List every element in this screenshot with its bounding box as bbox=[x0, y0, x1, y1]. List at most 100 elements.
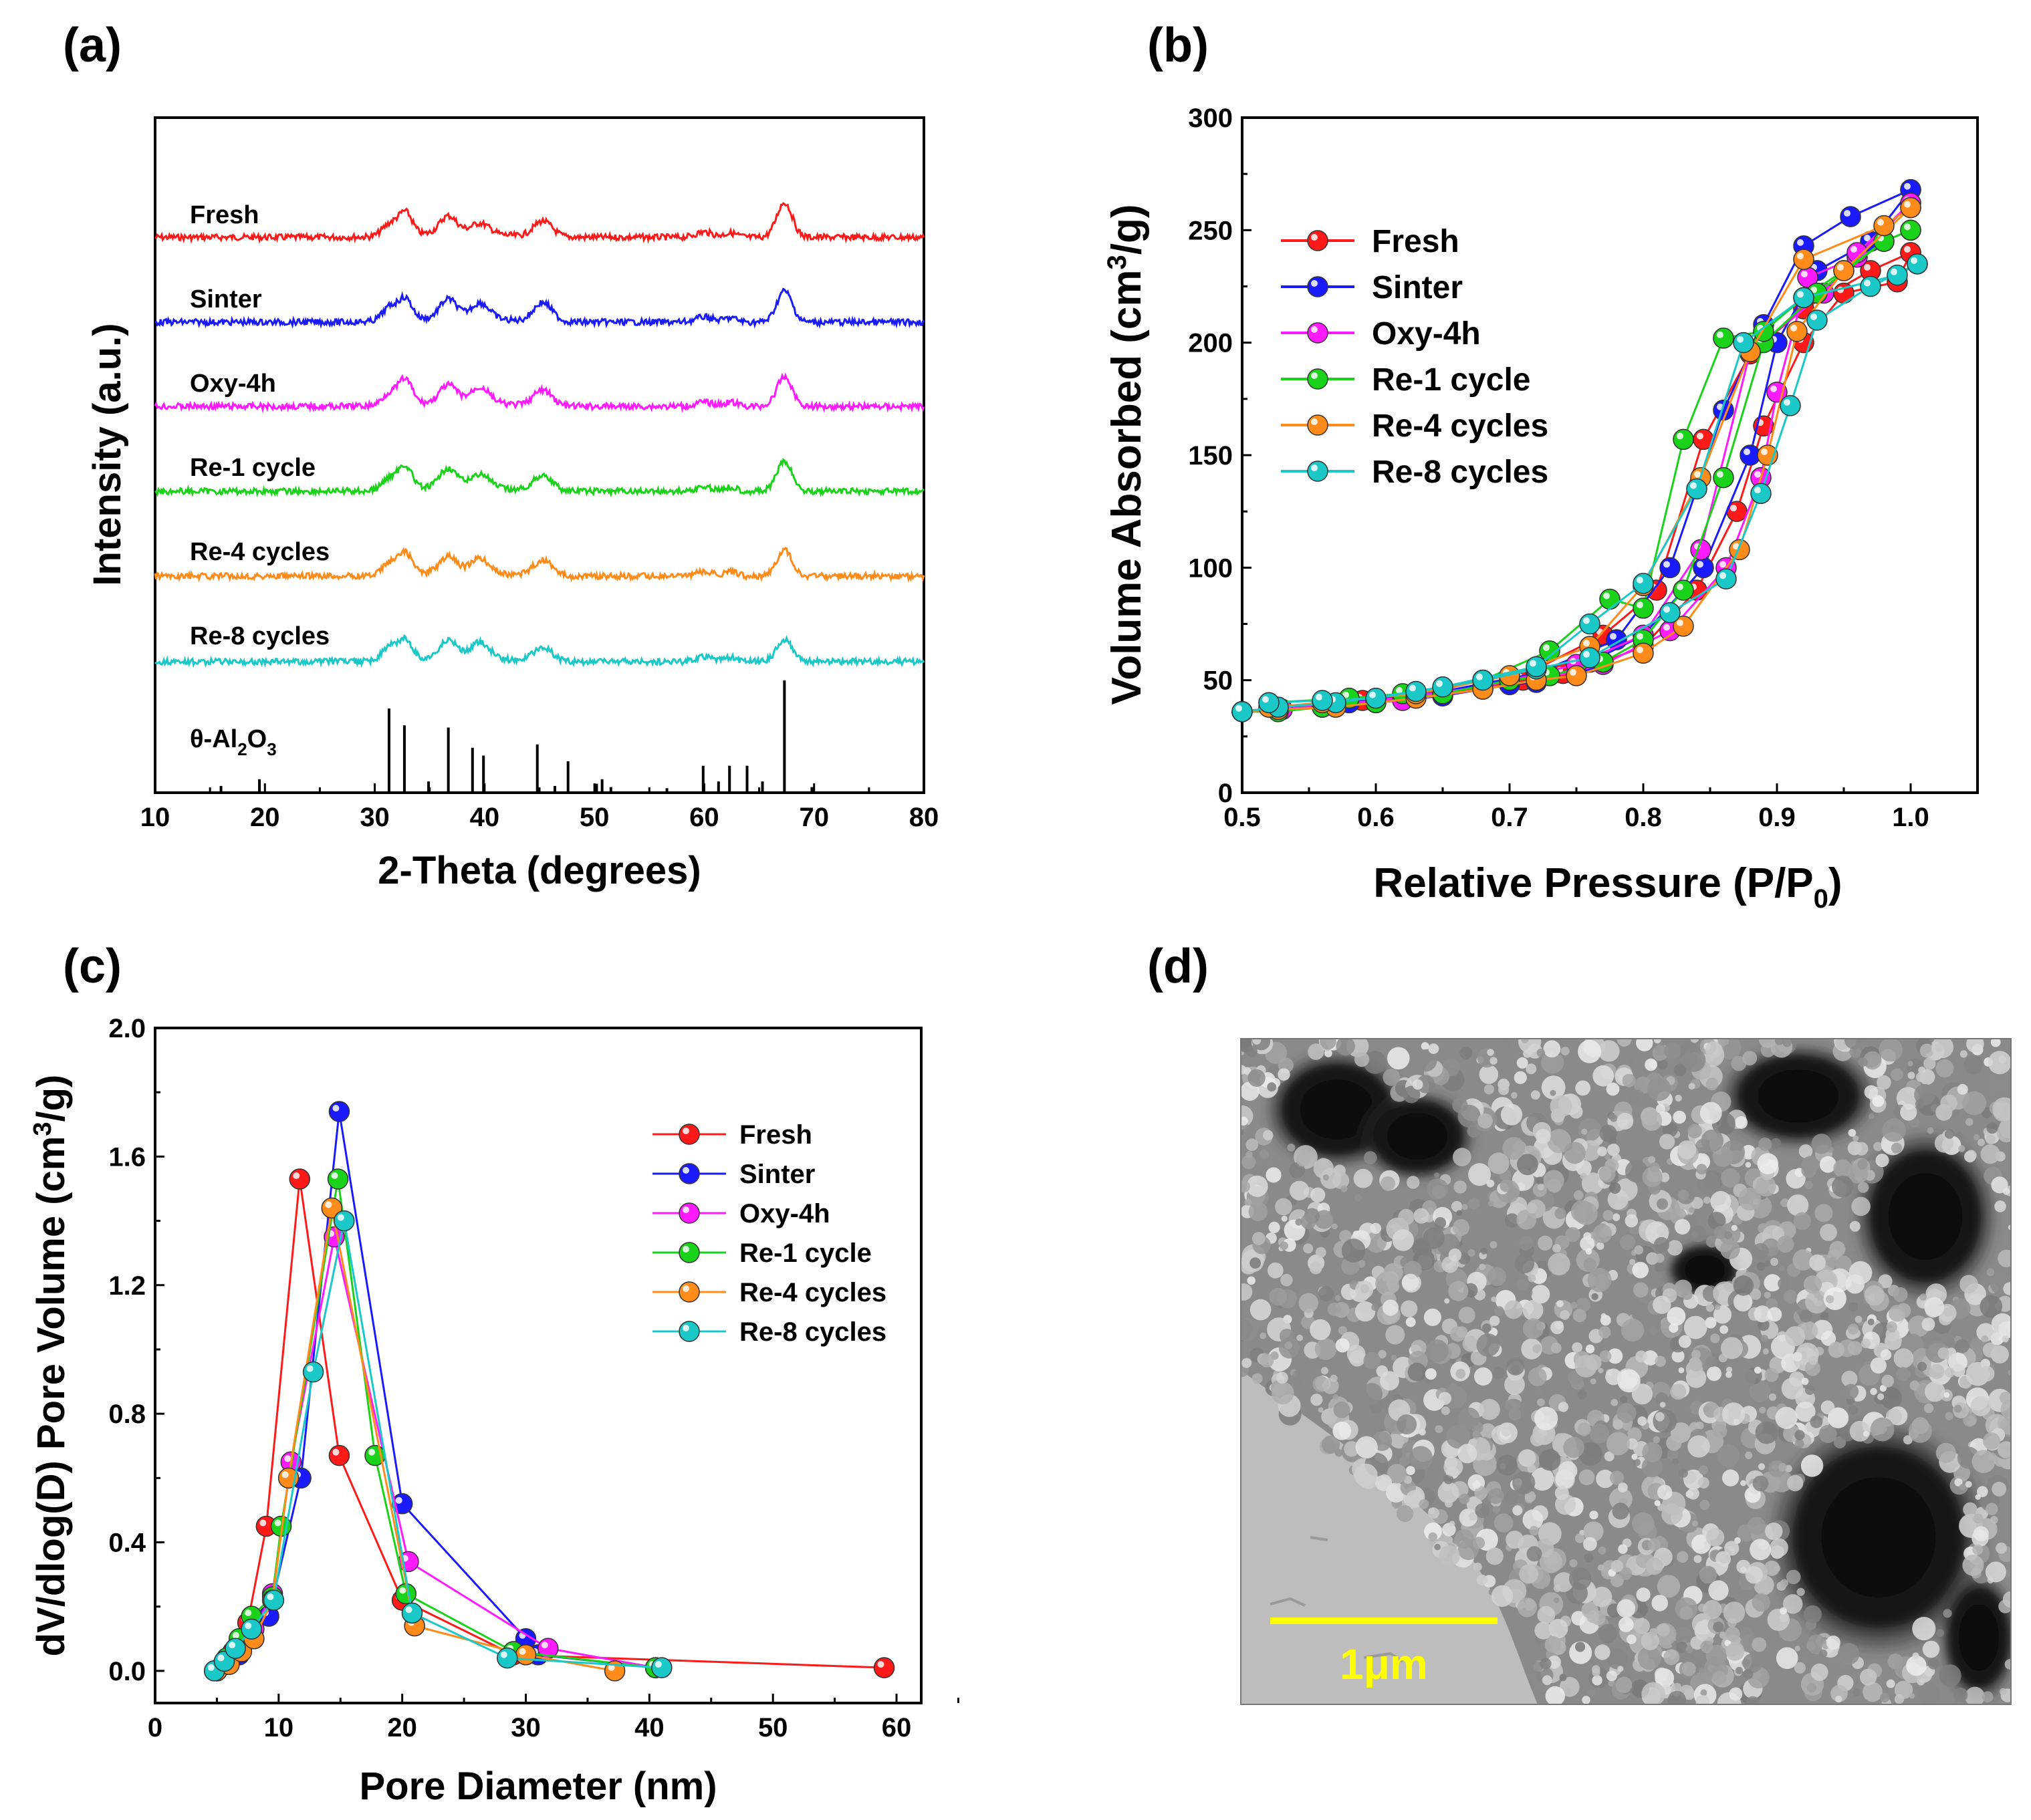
sem-grain bbox=[1468, 1197, 1480, 1210]
sem-grain bbox=[1289, 1180, 1310, 1201]
b-desorption-point bbox=[1907, 253, 1928, 275]
b-adsorption-point-highlight bbox=[1810, 313, 1817, 320]
sem-grain bbox=[1655, 1355, 1666, 1367]
sem-grain bbox=[1724, 1541, 1740, 1556]
sem-grain bbox=[1800, 1454, 1824, 1477]
sem-grain bbox=[1703, 1599, 1722, 1619]
sem-grain bbox=[1322, 1174, 1329, 1181]
sem-grain bbox=[1249, 1299, 1272, 1321]
b-adsorption-point-fill bbox=[1673, 579, 1694, 601]
sem-grain bbox=[1863, 1051, 1882, 1070]
sem-grain bbox=[1431, 1184, 1446, 1199]
sem-grain bbox=[1445, 1499, 1453, 1508]
sem-grain bbox=[1541, 1075, 1566, 1099]
sem-grain bbox=[1635, 1350, 1647, 1363]
sem-grain bbox=[1434, 1217, 1447, 1229]
b-adsorption-point-highlight bbox=[1663, 624, 1670, 631]
sem-grain bbox=[1629, 1089, 1645, 1104]
sem-grain bbox=[1719, 1632, 1727, 1639]
sem-grain bbox=[1570, 1301, 1578, 1309]
c-series-point-fill bbox=[289, 1168, 311, 1190]
sem-grain bbox=[1244, 1198, 1252, 1206]
sem-grain bbox=[1487, 1152, 1510, 1174]
sem-grain bbox=[1521, 1338, 1542, 1359]
b-adsorption-point-highlight bbox=[1637, 646, 1643, 654]
sem-grain bbox=[1578, 1118, 1602, 1142]
sem-grain bbox=[1607, 1189, 1629, 1210]
sem-grain bbox=[1606, 1082, 1620, 1096]
sem-grain bbox=[1318, 1286, 1334, 1301]
sem-grain bbox=[1669, 1323, 1679, 1333]
sem-grain bbox=[1528, 1274, 1536, 1283]
panel-b-series bbox=[1231, 178, 1928, 723]
sem-grain bbox=[1272, 1382, 1294, 1405]
sem-grain bbox=[1893, 1287, 1908, 1302]
sem-grain bbox=[1241, 1116, 1248, 1126]
b-desorption-point bbox=[1633, 598, 1654, 619]
sem-grain bbox=[1653, 1295, 1671, 1314]
sem-grain bbox=[1653, 1494, 1660, 1501]
sem-grain bbox=[1363, 1151, 1377, 1165]
sem-grain bbox=[1453, 1148, 1471, 1167]
sem-grain bbox=[1801, 1378, 1809, 1386]
b-adsorption-point bbox=[1579, 647, 1600, 668]
sem-grain bbox=[1830, 1684, 1848, 1702]
sem-grain bbox=[1511, 1091, 1518, 1099]
sem-grain bbox=[1721, 1337, 1743, 1359]
b-desorption-point bbox=[1860, 260, 1881, 281]
sem-grain bbox=[1537, 1605, 1556, 1624]
b-desorption-point bbox=[1686, 478, 1707, 500]
sem-grain bbox=[1922, 1640, 1940, 1658]
sem-grain bbox=[1794, 1438, 1804, 1448]
sem-grain bbox=[1354, 1301, 1376, 1322]
sem-grain bbox=[1877, 1075, 1891, 1090]
c-series-point-highlight bbox=[207, 1664, 215, 1671]
sem-grain bbox=[1672, 1458, 1679, 1466]
c-series-point-highlight bbox=[331, 1172, 338, 1180]
c-series-point bbox=[515, 1644, 537, 1666]
c-series-point-highlight bbox=[284, 1455, 291, 1462]
sem-grain bbox=[1958, 1145, 1965, 1152]
sem-grain bbox=[2000, 1392, 2011, 1404]
sem-grain bbox=[1631, 1303, 1650, 1322]
sem-grain bbox=[1756, 1262, 1766, 1271]
b-desorption-point-highlight bbox=[1603, 592, 1610, 600]
sem-grain bbox=[1787, 1194, 1809, 1216]
sem-grain bbox=[1324, 1049, 1332, 1057]
sem-grain bbox=[1346, 1344, 1366, 1363]
b-ylabel-part-3: /g) bbox=[1104, 204, 1150, 255]
sem-grain bbox=[1745, 1451, 1753, 1459]
sem-grain bbox=[1438, 1392, 1452, 1405]
sem-grain bbox=[1544, 1636, 1562, 1653]
b-legend-marker bbox=[1307, 414, 1328, 436]
sem-grain bbox=[1618, 1482, 1628, 1492]
c-series-re-8-cycles bbox=[203, 1210, 673, 1682]
sem-grain bbox=[1241, 1357, 1252, 1368]
a-x-tick-label: 20 bbox=[250, 803, 280, 832]
sem-grain bbox=[1724, 1231, 1732, 1239]
sem-grain bbox=[1332, 1394, 1338, 1400]
sem-grain bbox=[1713, 1305, 1732, 1324]
sem-grain bbox=[1931, 1039, 1954, 1059]
a-x-tick-label: 50 bbox=[580, 803, 610, 832]
b-adsorption-point bbox=[1693, 557, 1714, 579]
sem-grain bbox=[1479, 1399, 1500, 1420]
sem-substrate-cracks bbox=[1270, 1536, 1404, 1663]
sem-grain bbox=[1621, 1318, 1645, 1342]
sem-grain bbox=[1675, 1094, 1682, 1102]
sem-grain bbox=[1518, 1235, 1534, 1251]
sem-grain bbox=[1612, 1213, 1621, 1221]
sem-grain bbox=[1558, 1461, 1578, 1480]
sem-grain bbox=[1435, 1425, 1443, 1434]
c-legend-label-sinter: Sinter bbox=[739, 1160, 815, 1189]
sem-grain bbox=[1596, 1469, 1615, 1488]
b-adsorption-point-highlight bbox=[1744, 448, 1750, 455]
b-desorption-point bbox=[1793, 287, 1814, 309]
sem-grain bbox=[1583, 1257, 1597, 1271]
sem-grain bbox=[1514, 1071, 1527, 1084]
c-x-tick-label: 20 bbox=[387, 1713, 417, 1742]
b-adsorption-point bbox=[1786, 321, 1808, 342]
sem-grain bbox=[1713, 1424, 1727, 1438]
sem-grain bbox=[1441, 1406, 1450, 1416]
sem-grain bbox=[1417, 1075, 1435, 1093]
